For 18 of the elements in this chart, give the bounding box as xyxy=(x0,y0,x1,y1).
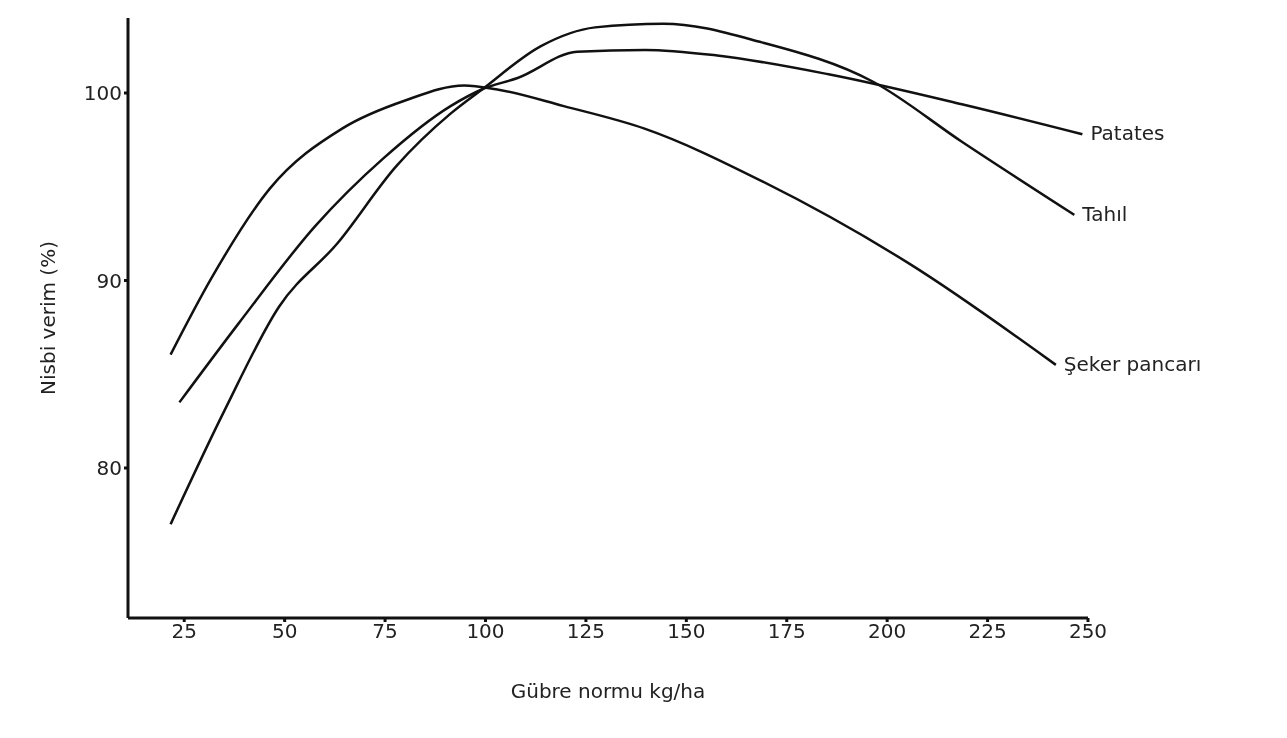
x-tick-label: 250 xyxy=(1068,619,1108,644)
y-tick-label: 80 xyxy=(96,456,122,481)
x-tick-label: 75 xyxy=(372,619,398,644)
x-tick-label: 125 xyxy=(566,619,605,644)
series-label: Patates xyxy=(1090,121,1165,146)
x-tick-label: 175 xyxy=(767,619,806,644)
x-tick-label: 25 xyxy=(171,619,197,644)
x-tick-label: 50 xyxy=(271,619,298,644)
y-axis-title: Nisbi verim (%) xyxy=(36,241,61,395)
x-tick-label: 225 xyxy=(968,619,1007,644)
x-tick-label: 100 xyxy=(466,619,505,644)
x-tick-label: 150 xyxy=(667,619,706,644)
y-tick-label: 90 xyxy=(96,268,122,293)
series-label: Şeker pancarı xyxy=(1063,351,1202,376)
x-axis-title: Gübre normu kg/ha xyxy=(510,679,706,703)
y-tick-label: 100 xyxy=(83,81,122,106)
x-tick-label: 200 xyxy=(868,619,907,644)
series-label: Tahıl xyxy=(1081,201,1128,226)
